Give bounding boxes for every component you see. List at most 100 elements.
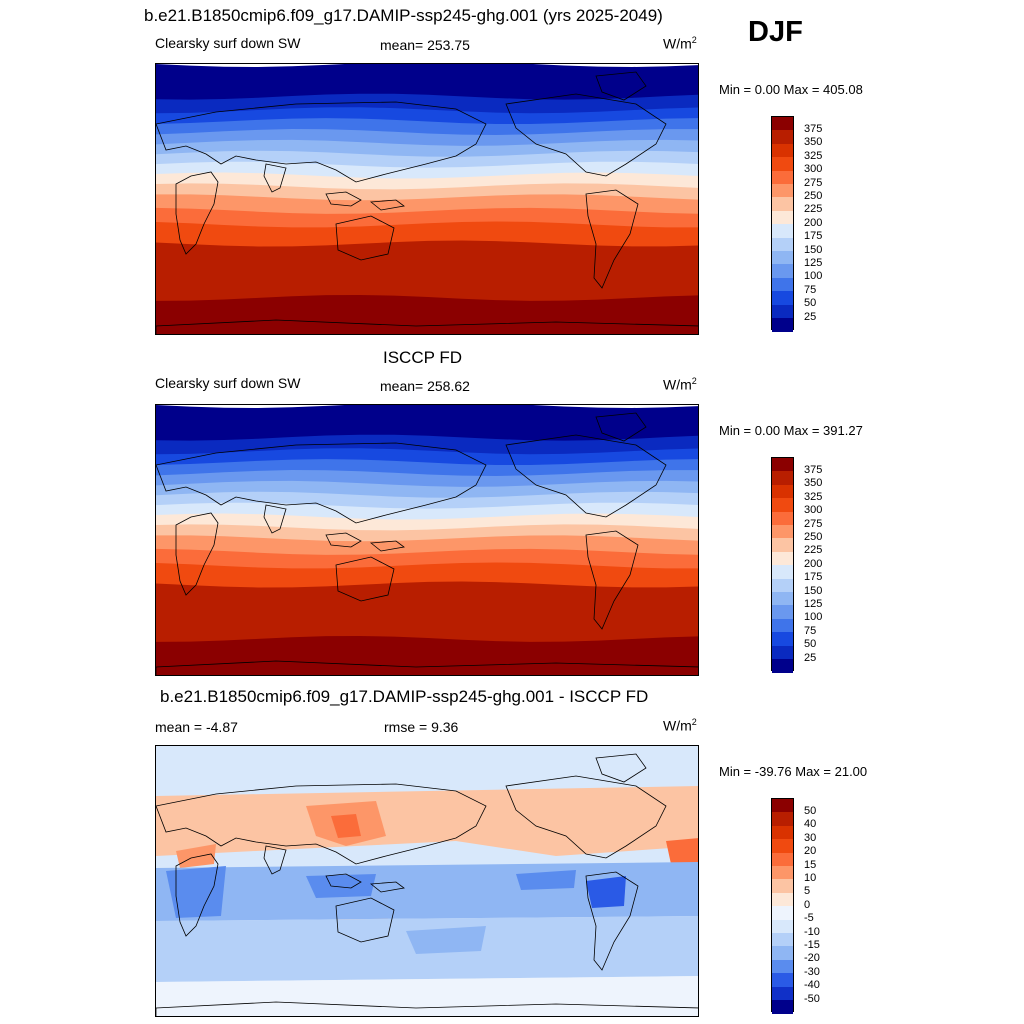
colorbar-tick-label: 350 [804, 136, 823, 149]
coastline [505, 434, 667, 518]
colorbar-swatch [772, 538, 793, 553]
colorbar-tick-label: -50 [804, 992, 820, 1005]
coastline [156, 783, 487, 865]
coastlines [156, 412, 698, 675]
panel-title: ISCCP FD [383, 348, 463, 367]
colorbar-swatch [772, 852, 793, 867]
colorbar-tick-label: 100 [804, 611, 823, 624]
coastline [335, 897, 395, 943]
coastline [325, 532, 362, 548]
colorbar-swatch [772, 143, 793, 158]
contour-band [156, 635, 698, 675]
colorbar-swatch [772, 184, 793, 198]
colorbar-swatch [772, 933, 793, 947]
mean-label: mean = -4.87 [155, 719, 238, 735]
coastline [175, 512, 219, 596]
colorbar-swatch [772, 578, 793, 593]
mean-label: mean= 253.75 [380, 37, 470, 53]
colorbar-swatch [772, 825, 793, 840]
colorbar-tick-label: 325 [804, 149, 823, 162]
coastline [156, 319, 698, 334]
colorbar-swatch [772, 170, 793, 185]
minmax-label: Min = 0.00 Max = 405.08 [719, 82, 863, 97]
colorbar-swatch [772, 210, 793, 225]
contour-region [156, 976, 698, 1016]
colorbar-swatch [772, 197, 793, 212]
units-label: W/m2 [663, 376, 697, 393]
colorbar-tick-label: 275 [804, 517, 823, 530]
contour-region [666, 838, 698, 866]
colorbar-swatches [771, 798, 794, 1014]
contour-region [176, 844, 216, 868]
colorbar-tick-label: 50 [804, 638, 817, 651]
colorbar-swatch [772, 130, 793, 145]
map-canvas [156, 405, 698, 675]
mean-label: mean= 258.62 [380, 378, 470, 394]
colorbar-tick-label: 10 [804, 871, 817, 884]
contour-region [166, 866, 226, 918]
colorbar-tick-label: 50 [804, 297, 817, 310]
colorbar-tick-label: 20 [804, 845, 817, 858]
coastlines [156, 71, 698, 334]
colorbar-tick-label: 125 [804, 597, 823, 610]
colorbar-tick-label: 175 [804, 571, 823, 584]
map-canvas [156, 746, 698, 1016]
coastline [156, 101, 487, 183]
colorbar-swatch [772, 919, 793, 934]
season-label: DJF [748, 16, 803, 48]
variable-label: Clearsky surf down SW [155, 375, 301, 391]
coastline [175, 171, 219, 255]
colorbar-tick-label: 250 [804, 530, 823, 543]
colorbar-swatch [772, 632, 793, 647]
colorbar-swatch [772, 618, 793, 633]
minmax-label: Min = -39.76 Max = 21.00 [719, 764, 868, 779]
colorbar-tick-label: -30 [804, 965, 820, 978]
colorbar-tick-label: 175 [804, 230, 823, 243]
colorbar-tick-label: 225 [804, 544, 823, 557]
colorbar-tick-label: 15 [804, 858, 817, 871]
colorbar-tick-label: 50 [804, 804, 817, 817]
colorbar-tick-label: 200 [804, 216, 823, 229]
colorbar-tick-label: -15 [804, 938, 820, 951]
coastline [325, 873, 362, 889]
colorbar-swatch [772, 484, 793, 499]
colorbar-swatch [772, 839, 793, 854]
colorbar-tick-label: 5 [804, 885, 811, 898]
colorbar-tick-label: 125 [804, 256, 823, 269]
colorbar-swatch [772, 1000, 793, 1014]
contour-region [331, 814, 361, 838]
colorbar-tick-label: 150 [804, 243, 823, 256]
coastline [335, 556, 395, 602]
colorbar-swatch [772, 645, 793, 660]
colorbar-tick-label: 0 [804, 898, 811, 911]
coastline [585, 530, 639, 630]
colorbar-tick-label: 350 [804, 477, 823, 490]
colorbar-tick-label: 25 [804, 651, 817, 664]
colorbar-tick-label: 300 [804, 163, 823, 176]
colorbar-swatch [772, 157, 793, 172]
colorbar-tick-label: 25 [804, 310, 817, 323]
colorbar-swatch [772, 277, 793, 292]
minmax-label: Min = 0.00 Max = 391.27 [719, 423, 863, 438]
colorbar-swatch [772, 659, 793, 673]
coastline [335, 215, 395, 261]
colorbar-swatch [772, 799, 793, 813]
colorbar-swatch [772, 551, 793, 566]
units-label: W/m2 [663, 717, 697, 734]
colorbar-tick-label: 275 [804, 176, 823, 189]
panel-title: b.e21.B1850cmip6.f09_g17.DAMIP-ssp245-gh… [160, 687, 649, 706]
colorbar-swatch [772, 458, 793, 472]
colorbar-swatch [772, 304, 793, 319]
colorbar-swatch [772, 237, 793, 252]
colorbar-swatches [771, 116, 794, 332]
colorbar-tick-label: -40 [804, 979, 820, 992]
colorbar-tick-label: 150 [804, 584, 823, 597]
panel-title: b.e21.B1850cmip6.f09_g17.DAMIP-ssp245-gh… [144, 6, 663, 25]
colorbar-tick-label: 325 [804, 490, 823, 503]
colorbar-swatch [772, 525, 793, 539]
colorbar-tick-label: 75 [804, 624, 817, 637]
colorbar-tick-label: -10 [804, 925, 820, 938]
colorbar-swatch [772, 906, 793, 921]
colorbar-swatch [772, 224, 793, 239]
colorbar-tick-label: 75 [804, 283, 817, 296]
